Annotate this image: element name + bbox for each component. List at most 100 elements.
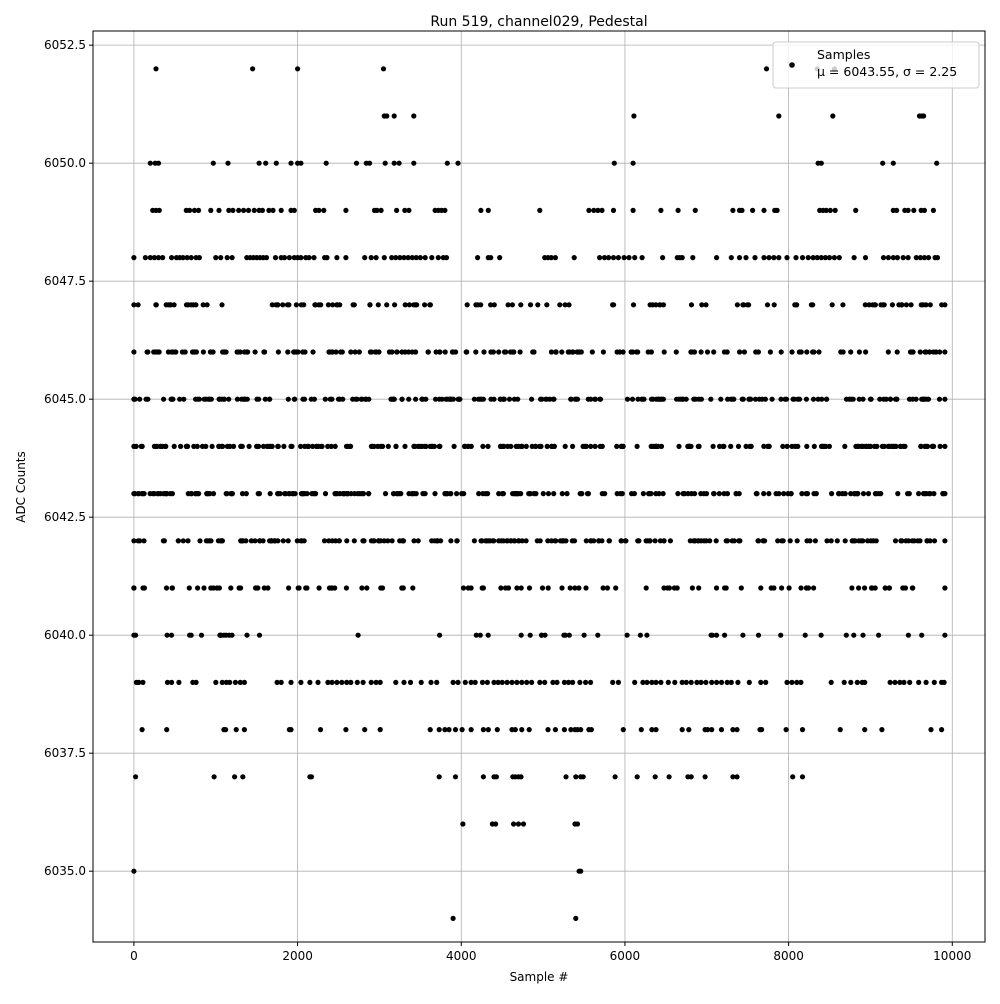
data-point	[275, 538, 281, 544]
data-point	[437, 349, 443, 355]
data-point	[922, 349, 928, 355]
data-point	[294, 538, 300, 544]
data-point	[821, 443, 828, 449]
data-point	[640, 679, 646, 686]
data-point	[333, 491, 339, 497]
data-point	[619, 491, 625, 497]
y-tick-label: 6050.0	[44, 156, 86, 170]
data-point	[187, 207, 193, 213]
data-point	[577, 491, 583, 497]
data-point	[679, 727, 685, 733]
data-point	[442, 727, 448, 733]
data-point	[339, 679, 345, 686]
data-point	[480, 774, 486, 780]
data-point	[523, 443, 529, 449]
data-point	[672, 679, 678, 686]
data-point	[164, 679, 171, 686]
data-point	[425, 349, 431, 355]
data-point	[890, 160, 896, 166]
data-point	[230, 207, 236, 213]
data-point	[942, 302, 948, 308]
data-point	[307, 679, 313, 686]
data-point	[238, 443, 244, 449]
data-point	[515, 821, 522, 827]
data-point	[545, 727, 551, 733]
data-point	[628, 349, 634, 355]
data-point	[208, 207, 214, 213]
data-point	[860, 396, 866, 402]
data-point	[446, 727, 452, 733]
data-point	[927, 302, 933, 308]
data-point	[887, 679, 893, 686]
data-point	[131, 443, 137, 449]
data-point	[427, 302, 433, 308]
data-point	[156, 349, 162, 355]
data-point	[815, 396, 821, 402]
data-point	[216, 585, 222, 591]
data-point	[131, 349, 137, 355]
data-point	[851, 632, 857, 638]
data-point	[312, 491, 318, 497]
data-point	[529, 679, 535, 686]
data-point	[789, 443, 795, 449]
data-point	[862, 302, 868, 308]
data-point	[288, 443, 294, 449]
data-point	[910, 349, 916, 355]
data-point	[826, 443, 833, 449]
data-point	[292, 491, 298, 497]
data-point	[368, 255, 374, 261]
data-point	[135, 538, 141, 544]
data-point	[200, 349, 206, 355]
data-point	[377, 727, 383, 733]
data-point	[385, 443, 391, 449]
data-point	[322, 491, 329, 497]
data-point	[790, 774, 796, 780]
data-point	[648, 396, 655, 402]
data-point	[660, 396, 667, 402]
data-point	[842, 538, 848, 544]
data-point	[256, 491, 262, 497]
data-point	[491, 302, 497, 308]
data-point	[256, 160, 262, 166]
data-point	[512, 538, 518, 544]
data-point	[211, 774, 217, 780]
data-point	[147, 255, 153, 261]
data-point	[569, 538, 575, 544]
data-point	[545, 538, 551, 544]
data-point	[378, 443, 384, 449]
data-point	[741, 349, 748, 355]
data-point	[306, 255, 312, 261]
data-point	[718, 679, 725, 686]
data-point	[533, 443, 539, 449]
data-point	[401, 679, 407, 686]
data-point	[736, 255, 743, 261]
data-point	[164, 727, 170, 733]
data-point	[501, 443, 507, 449]
data-point	[818, 160, 824, 166]
data-point	[355, 632, 361, 638]
data-point	[754, 491, 760, 497]
data-point	[298, 679, 304, 686]
data-point	[866, 443, 872, 449]
data-point	[328, 443, 334, 449]
data-point	[169, 679, 175, 686]
data-point	[689, 349, 695, 355]
data-point	[893, 396, 900, 402]
data-point	[508, 443, 514, 449]
data-point	[515, 396, 521, 402]
data-point	[849, 585, 855, 591]
data-point	[702, 774, 708, 780]
data-point	[611, 160, 617, 166]
legend-marker	[789, 62, 795, 68]
data-point	[298, 302, 304, 308]
legend-box	[772, 41, 980, 89]
data-point	[829, 491, 835, 497]
data-point	[377, 679, 383, 686]
data-point	[381, 255, 387, 261]
data-point	[227, 679, 233, 686]
data-point	[406, 396, 412, 402]
data-point	[519, 727, 525, 733]
data-point	[316, 207, 322, 213]
data-point	[688, 679, 694, 686]
data-point	[260, 443, 267, 449]
